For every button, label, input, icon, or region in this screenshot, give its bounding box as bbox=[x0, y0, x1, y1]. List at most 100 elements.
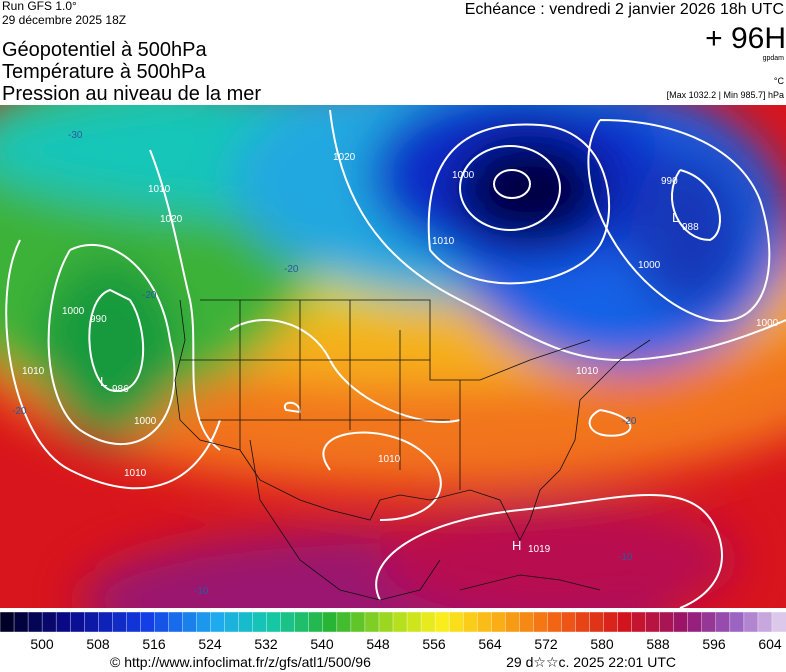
colorbar-label: 532 bbox=[254, 636, 278, 652]
colorbar-swatch bbox=[350, 611, 366, 633]
colorbar-swatch bbox=[659, 611, 675, 633]
colorbar-swatch bbox=[575, 611, 591, 633]
contour-label: 1010 bbox=[576, 366, 599, 377]
contour-label: -10 bbox=[194, 586, 209, 597]
forecast-time: Echéance : vendredi 2 janvier 2026 18h U… bbox=[465, 1, 784, 18]
contour-label: 1010 bbox=[124, 468, 147, 479]
contour-label: L bbox=[672, 210, 679, 225]
colorbar-swatch bbox=[55, 611, 71, 633]
contour-label: 1000 bbox=[452, 170, 475, 181]
contour-labels: 10001010990L9881000100010201010102010009… bbox=[12, 130, 779, 597]
contour-label: 1010 bbox=[432, 236, 455, 247]
colorbar-label: 508 bbox=[86, 636, 110, 652]
title-line: Température à 500hPa bbox=[2, 61, 206, 83]
colorbar-swatch bbox=[308, 611, 324, 633]
colorbar-label: 524 bbox=[198, 636, 222, 652]
colorbar-label: 540 bbox=[310, 636, 334, 652]
colorbar-swatch bbox=[448, 611, 464, 633]
run-label: Run GFS 1.0° bbox=[2, 0, 77, 13]
colorbar-swatch bbox=[224, 611, 240, 633]
unit-temperature: °C bbox=[774, 76, 785, 86]
colorbar-swatch bbox=[743, 611, 759, 633]
colorbar-swatch bbox=[210, 611, 226, 633]
run-date: 29 décembre 2025 18Z bbox=[2, 13, 126, 27]
colorbar-swatch bbox=[13, 611, 29, 633]
colorbar-swatch bbox=[294, 611, 310, 633]
colorbar-swatch bbox=[182, 611, 198, 633]
contour-label: -30 bbox=[68, 130, 83, 141]
colorbar-swatch bbox=[420, 611, 436, 633]
colorbar-swatch bbox=[280, 611, 296, 633]
colorbar-swatch bbox=[519, 611, 535, 633]
isobars bbox=[5, 109, 786, 608]
colorbar-swatch bbox=[196, 611, 212, 633]
pressure-range: [Max 1032.2 | Min 985.7] hPa bbox=[667, 90, 784, 100]
contour-label: -20 bbox=[12, 406, 27, 417]
contour-label: 1010 bbox=[378, 454, 401, 465]
contour-label: 1010 bbox=[22, 366, 45, 377]
contour-label: H bbox=[512, 538, 521, 553]
colorbar-swatch bbox=[603, 611, 619, 633]
unit-geopotential: gpdam bbox=[763, 55, 785, 62]
colorbar-swatch bbox=[98, 611, 113, 633]
contour-label: -20 bbox=[622, 416, 637, 427]
generated-time: 29 d☆☆c. 2025 22:01 UTC bbox=[506, 654, 676, 670]
colorbar-label: 564 bbox=[478, 636, 502, 652]
contour-label: -20 bbox=[284, 264, 299, 275]
colorbar-swatch bbox=[378, 611, 394, 633]
colorbar-swatch bbox=[757, 611, 773, 633]
colorbar-swatch bbox=[505, 611, 521, 633]
colorbar-swatch bbox=[168, 611, 184, 633]
colorbar-swatch bbox=[729, 611, 745, 633]
colorbar-swatch bbox=[126, 611, 142, 633]
colorbar-label: 580 bbox=[590, 636, 614, 652]
colorbar-swatch bbox=[645, 611, 661, 633]
contour-label: 988 bbox=[682, 222, 699, 233]
colorbar-swatch bbox=[84, 611, 99, 633]
contour-label: 1019 bbox=[528, 544, 551, 555]
colorbar bbox=[0, 611, 786, 633]
colorbar-swatch bbox=[392, 611, 408, 633]
colorbar-swatch bbox=[434, 611, 450, 633]
colorbar-swatch bbox=[561, 611, 577, 633]
contour-label: 1000 bbox=[638, 260, 661, 271]
colorbar-swatch bbox=[27, 611, 43, 633]
colorbar-label: 572 bbox=[534, 636, 558, 652]
colorbar-swatch bbox=[533, 611, 549, 633]
colorbar-label: 596 bbox=[702, 636, 726, 652]
colorbar-label: 556 bbox=[422, 636, 446, 652]
contour-label: 990 bbox=[90, 314, 107, 325]
colorbar-swatch bbox=[238, 611, 254, 633]
colorbar-swatch bbox=[0, 611, 15, 633]
coastlines bbox=[174, 299, 651, 601]
colorbar-swatch bbox=[462, 611, 478, 633]
contour-label: 990 bbox=[661, 176, 678, 187]
title-line: Géopotentiel à 500hPa bbox=[2, 39, 207, 61]
colorbar-swatch bbox=[252, 611, 268, 633]
colorbar-label: 516 bbox=[142, 636, 166, 652]
contour-label: 1020 bbox=[160, 214, 183, 225]
colorbar-swatch bbox=[701, 611, 717, 633]
contour-label: 1000 bbox=[756, 318, 779, 329]
title-line: Pression au niveau de la mer bbox=[2, 83, 261, 105]
contour-label: -20 bbox=[142, 290, 157, 301]
colorbar-swatch bbox=[589, 611, 605, 633]
colorbar-swatch bbox=[491, 611, 506, 633]
colorbar-label: 588 bbox=[646, 636, 670, 652]
colorbar-swatch bbox=[69, 611, 85, 633]
colorbar-swatch bbox=[631, 611, 647, 633]
colorbar-swatch bbox=[406, 611, 422, 633]
source-url: © http://www.infoclimat.fr/z/gfs/atl1/50… bbox=[110, 654, 371, 670]
colorbar-swatch bbox=[336, 611, 352, 633]
colorbar-label: 500 bbox=[30, 636, 54, 652]
colorbar-swatch bbox=[673, 611, 689, 633]
map-field bbox=[0, 105, 786, 608]
colorbar-swatch bbox=[547, 611, 563, 633]
colorbar-swatch bbox=[687, 611, 703, 633]
colorbar-swatch bbox=[41, 611, 57, 633]
colorbar-swatch bbox=[322, 611, 338, 633]
colorbar-swatch bbox=[364, 611, 380, 633]
colorbar-swatch bbox=[617, 611, 633, 633]
colorbar-swatch bbox=[112, 611, 128, 633]
